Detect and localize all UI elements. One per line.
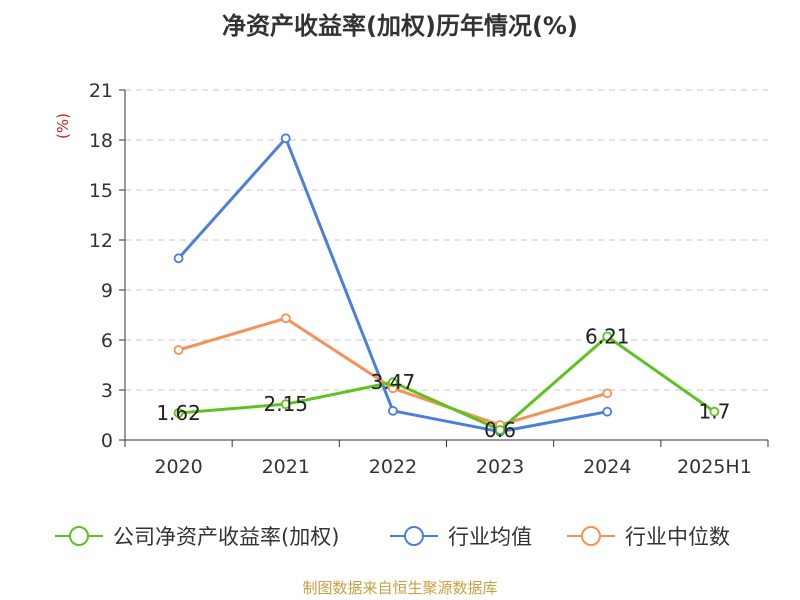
data-point[interactable] bbox=[280, 399, 291, 410]
data-point[interactable] bbox=[388, 377, 398, 388]
y-tick-label: 18 bbox=[89, 130, 113, 152]
legend-label: 行业均值 bbox=[448, 525, 532, 549]
legend-marker-icon bbox=[581, 526, 601, 546]
data-point[interactable] bbox=[602, 331, 613, 342]
data-point[interactable] bbox=[280, 313, 291, 324]
series-line-0 bbox=[178, 335, 716, 432]
data-point[interactable] bbox=[173, 408, 184, 418]
data-point[interactable] bbox=[173, 345, 184, 355]
x-tick-label: 2021 bbox=[262, 456, 310, 478]
legend-marker-icon bbox=[404, 526, 424, 546]
data-point[interactable] bbox=[280, 133, 291, 144]
x-tick-label: 2020 bbox=[154, 456, 202, 478]
x-tick-label: 2024 bbox=[583, 456, 631, 478]
y-tick-label: 0 bbox=[101, 430, 113, 452]
x-tick-label: 2025H1 bbox=[677, 456, 752, 478]
chart-title: 净资产收益率(加权)历年情况(%) bbox=[222, 12, 578, 40]
x-tick-label: 2022 bbox=[369, 456, 417, 478]
data-point[interactable] bbox=[495, 425, 505, 435]
legend[interactable]: 公司净资产收益率(加权) 行业均值 行业中位数 bbox=[55, 525, 730, 549]
data-labels: 1.62 2.15 3.47 0.6 6.21 1.7 bbox=[156, 325, 730, 443]
x-tick-label: 2023 bbox=[476, 456, 524, 478]
legend-item-1[interactable]: 行业均值 bbox=[390, 525, 532, 549]
legend-label: 行业中位数 bbox=[625, 525, 730, 549]
legend-label: 公司净资产收益率(加权) bbox=[113, 525, 339, 549]
axes: 0 3 6 9 12 15 18 21 (%) 2020 2021 2022 2023 2024 2025H… bbox=[54, 80, 769, 478]
legend-item-2[interactable]: 行业中位数 bbox=[567, 525, 730, 549]
data-label: 1.62 bbox=[156, 401, 201, 425]
data-label: 0.6 bbox=[484, 418, 516, 442]
data-label: 1.7 bbox=[699, 400, 731, 424]
y-tick-label: 21 bbox=[89, 80, 113, 102]
data-point[interactable] bbox=[388, 405, 398, 416]
data-point[interactable] bbox=[602, 388, 613, 399]
y-axis-unit: (%) bbox=[54, 113, 72, 139]
data-label: 2.15 bbox=[263, 392, 308, 416]
data-point[interactable] bbox=[602, 406, 613, 417]
grid-lines bbox=[125, 89, 768, 391]
data-point[interactable] bbox=[709, 406, 720, 417]
data-label: 3.47 bbox=[371, 370, 416, 394]
legend-item-0[interactable]: 公司净资产收益率(加权) bbox=[55, 525, 339, 549]
y-tick-label: 15 bbox=[89, 180, 113, 202]
data-label: 6.21 bbox=[585, 325, 630, 349]
y-tick-label: 12 bbox=[89, 230, 113, 252]
source-note: 制图数据来自恒生聚源数据库 bbox=[302, 579, 498, 597]
y-tick-label: 3 bbox=[101, 380, 113, 402]
data-point[interactable] bbox=[173, 253, 184, 264]
series-lines bbox=[173, 133, 720, 437]
y-tick-label: 6 bbox=[101, 330, 113, 352]
y-tick-label: 9 bbox=[101, 280, 113, 302]
legend-marker-icon bbox=[69, 526, 89, 546]
